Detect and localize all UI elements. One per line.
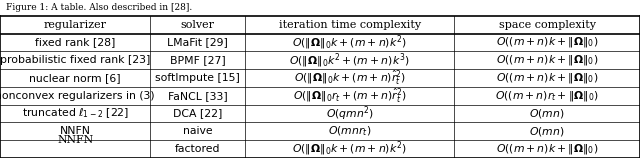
Text: NNFN: NNFN <box>57 135 93 145</box>
Text: $O((m+n)k+\|\mathbf{\Omega}\|_0)$: $O((m+n)k+\|\mathbf{\Omega}\|_0)$ <box>496 71 598 85</box>
Text: $O(\|\mathbf{\Omega}\|_0 k+(m+n)k^2)$: $O(\|\mathbf{\Omega}\|_0 k+(m+n)k^2)$ <box>292 33 407 52</box>
Text: probabilistic fixed rank [23]: probabilistic fixed rank [23] <box>0 55 150 65</box>
Text: NNFN: NNFN <box>60 126 91 136</box>
Text: DCA [22]: DCA [22] <box>173 109 223 118</box>
Text: $O(mnr_t)$: $O(mnr_t)$ <box>328 125 371 138</box>
Text: nuclear norm [6]: nuclear norm [6] <box>29 73 121 83</box>
Text: $O(\|\mathbf{\Omega}\|_0 k^2+(m+n)k^3)$: $O(\|\mathbf{\Omega}\|_0 k^2+(m+n)k^3)$ <box>289 51 410 70</box>
Text: truncated $\ell_{1-2}$ [22]: truncated $\ell_{1-2}$ [22] <box>22 107 129 120</box>
Text: $O(mn)$: $O(mn)$ <box>529 107 565 120</box>
Text: LMaFit [29]: LMaFit [29] <box>167 37 228 47</box>
Text: factored: factored <box>175 144 221 154</box>
Text: naive: naive <box>183 126 212 136</box>
Text: $O((m+n)r_t+\|\mathbf{\Omega}\|_0)$: $O((m+n)r_t+\|\mathbf{\Omega}\|_0)$ <box>495 89 599 103</box>
Text: space complexity: space complexity <box>499 20 596 30</box>
Text: solver: solver <box>180 20 215 30</box>
Text: regularizer: regularizer <box>44 20 107 30</box>
Text: fixed rank [28]: fixed rank [28] <box>35 37 115 47</box>
Text: $O(\|\mathbf{\Omega}\|_0 k+(m+n)\hat{r}_t^2)$: $O(\|\mathbf{\Omega}\|_0 k+(m+n)\hat{r}_… <box>294 69 406 87</box>
Text: $O((m+n)k+\|\mathbf{\Omega}\|_0)$: $O((m+n)k+\|\mathbf{\Omega}\|_0)$ <box>496 35 598 49</box>
Text: $O(\|\mathbf{\Omega}\|_0 k+(m+n)k^2)$: $O(\|\mathbf{\Omega}\|_0 k+(m+n)k^2)$ <box>292 140 407 158</box>
Text: Figure 1: A table. Also described in [28].: Figure 1: A table. Also described in [28… <box>6 3 193 12</box>
Text: $O(mn)$: $O(mn)$ <box>529 125 565 138</box>
Text: iteration time complexity: iteration time complexity <box>278 20 421 30</box>
Text: softImpute [15]: softImpute [15] <box>156 73 240 83</box>
Text: $O(\|\mathbf{\Omega}\|_0 r_t+(m+n)\hat{r}_t^2)$: $O(\|\mathbf{\Omega}\|_0 r_t+(m+n)\hat{r… <box>293 87 406 105</box>
Text: BPMF [27]: BPMF [27] <box>170 55 226 65</box>
Text: $O((m+n)k+\|\mathbf{\Omega}\|_0)$: $O((m+n)k+\|\mathbf{\Omega}\|_0)$ <box>496 142 598 156</box>
Text: $O(qmn^2)$: $O(qmn^2)$ <box>326 104 374 123</box>
Text: $O((m+n)k+\|\mathbf{\Omega}\|_0)$: $O((m+n)k+\|\mathbf{\Omega}\|_0)$ <box>496 53 598 67</box>
Text: nonconvex regularizers in (3): nonconvex regularizers in (3) <box>0 91 155 101</box>
Text: FaNCL [33]: FaNCL [33] <box>168 91 228 101</box>
